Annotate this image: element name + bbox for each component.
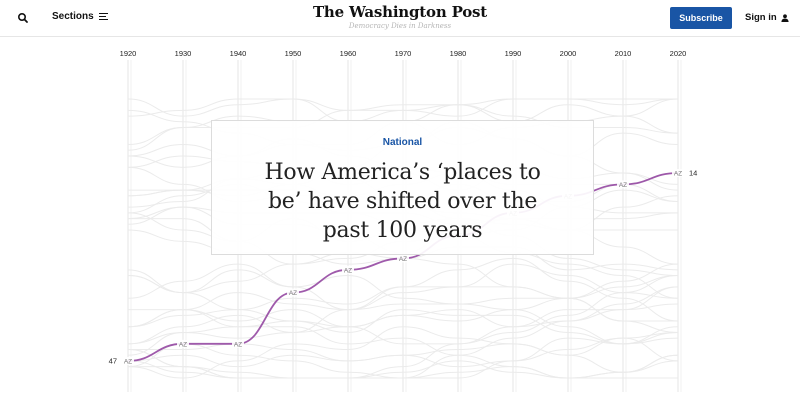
point-label: AZ [124, 358, 132, 365]
x-tick-label: 1930 [175, 49, 192, 58]
x-tick-label: 2010 [615, 49, 632, 58]
point-label: AZ [619, 182, 627, 189]
background-state-line [127, 263, 679, 345]
point-label: AZ [234, 341, 242, 348]
sections-label: Sections [52, 11, 94, 22]
series-line-segment [127, 342, 184, 362]
point-label: AZ [399, 256, 407, 263]
start-rank-label: 47 [109, 356, 117, 365]
series-line-segment [347, 257, 404, 271]
background-state-line [127, 303, 679, 356]
point-label: AZ [289, 290, 297, 297]
series-line-segment [237, 291, 294, 345]
background-state-line [127, 349, 679, 379]
background-state-line [127, 98, 679, 123]
x-tick-label: 1920 [120, 49, 137, 58]
series-line-segment [622, 172, 679, 186]
background-state-line [127, 309, 679, 345]
background-state-line [127, 269, 679, 311]
x-tick-label: 1970 [395, 49, 412, 58]
point-label-bg [342, 265, 354, 274]
x-tick-label: 1980 [450, 49, 467, 58]
search-icon [18, 13, 28, 23]
subscribe-button[interactable]: Subscribe [670, 7, 732, 29]
search-button[interactable] [14, 9, 32, 27]
background-state-line [127, 326, 679, 379]
hamburger-icon [98, 12, 108, 21]
background-state-line [127, 309, 678, 379]
masthead-logo[interactable]: The Washington Post [312, 3, 488, 21]
article-headline[interactable]: How America’s ‘places to be’ have shifte… [264, 160, 541, 243]
x-tick-label: 2020 [670, 49, 687, 58]
point-label-bg [122, 356, 134, 365]
point-label-bg [672, 169, 684, 178]
masthead: The Washington Post Democracy Dies in Da… [0, 3, 800, 30]
series-line-segment [292, 268, 349, 294]
point-label-bg [287, 288, 299, 297]
background-state-line [127, 257, 679, 322]
point-label: AZ [344, 267, 352, 274]
point-label: AZ [179, 341, 187, 348]
x-tick-label: 1950 [285, 49, 302, 58]
background-state-line [127, 309, 679, 345]
sign-in-label: Sign in [745, 12, 777, 23]
sections-menu-button[interactable]: Sections [52, 11, 108, 22]
x-tick-label: 1990 [505, 49, 522, 58]
point-label: AZ [674, 171, 682, 178]
background-state-line [127, 263, 679, 328]
masthead-tagline: Democracy Dies in Darkness [348, 22, 452, 30]
point-label-bg [177, 339, 189, 348]
point-label-bg [397, 254, 409, 263]
user-icon [781, 13, 789, 22]
x-tick-label: 2000 [560, 49, 577, 58]
headline-card: National How America’s ‘places to be’ ha… [211, 120, 594, 255]
section-kicker-link[interactable]: National [382, 137, 423, 148]
sign-in-button[interactable]: Sign in [745, 12, 789, 23]
x-tick-label: 1940 [230, 49, 247, 58]
background-state-line [128, 331, 679, 379]
point-label-bg [232, 339, 244, 348]
end-rank-label: 14 [689, 169, 697, 178]
top-nav-bar: Sections The Washington Post Democracy D… [0, 0, 800, 37]
point-label-bg [617, 180, 629, 189]
x-tick-label: 1960 [340, 49, 357, 58]
